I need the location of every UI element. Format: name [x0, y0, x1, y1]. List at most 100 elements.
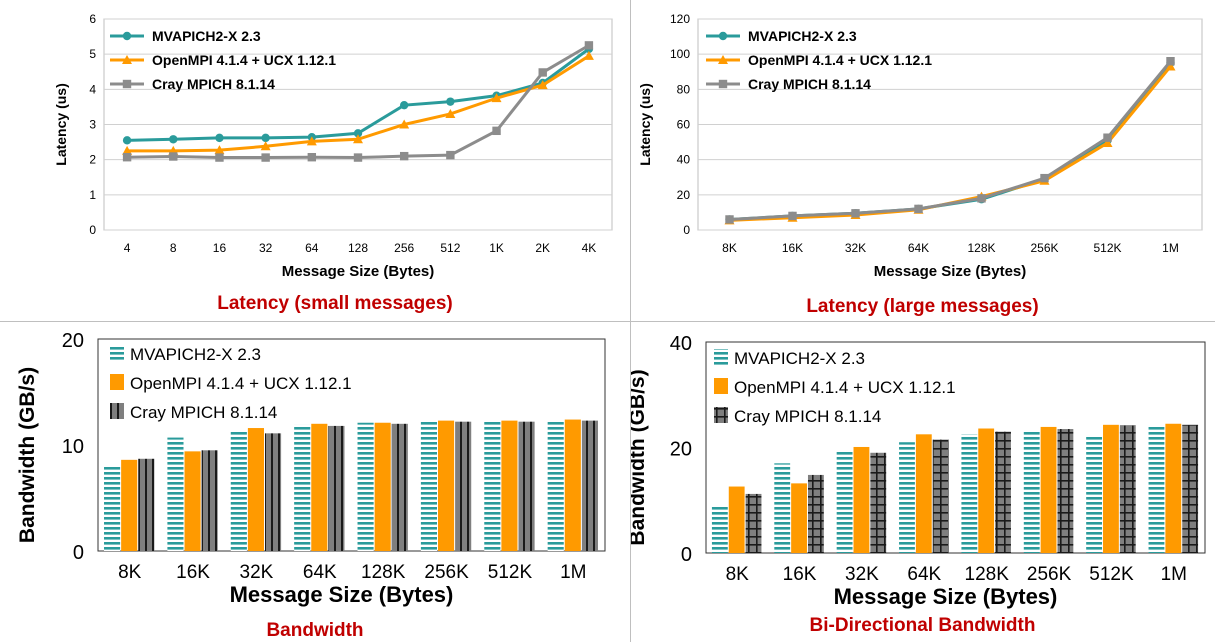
- x-tick-label: 64K: [907, 564, 941, 585]
- bar: [1103, 424, 1119, 553]
- legend-label: OpenMPI 4.1.4 + UCX 1.12.1: [130, 374, 352, 393]
- y-tick-label: 2: [89, 153, 96, 167]
- x-tick-label: 1M: [560, 562, 586, 583]
- plot-area: [705, 341, 1206, 554]
- series: [122, 41, 594, 162]
- caption-bandwidth: Bandwidth: [266, 620, 364, 641]
- bar: [1086, 435, 1103, 553]
- bar: [853, 446, 870, 553]
- x-tick-label: 1M: [1161, 564, 1187, 585]
- y-tick-label: 40: [670, 333, 692, 355]
- bar: [184, 451, 201, 551]
- series: [138, 420, 598, 551]
- x-tick-label: 256K: [1030, 241, 1058, 255]
- y-axis-label: Latency (us): [637, 83, 653, 165]
- bar: [1057, 429, 1074, 553]
- data-point: [399, 100, 409, 110]
- x-tick-label: 512K: [488, 562, 533, 583]
- caption-bidirectional-bandwidth: Bi-Directional Bandwidth: [809, 615, 1036, 636]
- y-tick-label: 120: [670, 12, 690, 26]
- legend-marker: [718, 55, 728, 64]
- data-point: [353, 129, 363, 138]
- bar: [711, 506, 728, 553]
- data-point: [851, 209, 860, 218]
- bar: [1182, 424, 1199, 553]
- x-tick-label: 4K: [582, 241, 597, 255]
- data-point: [583, 50, 594, 60]
- bar: [915, 434, 932, 553]
- legend-entry: MVAPICH2-X 2.3: [706, 28, 857, 44]
- data-point: [215, 153, 224, 162]
- x-tick-label: 512: [440, 241, 460, 255]
- legend-entry: MVAPICH2-X 2.3: [110, 345, 261, 364]
- legend-entry: OpenMPI 4.1.4 + UCX 1.12.1: [110, 52, 336, 68]
- data-point: [260, 141, 271, 151]
- legend-label: Cray MPICH 8.1.14: [748, 76, 871, 92]
- y-tick-label: 100: [670, 47, 690, 61]
- y-tick-label: 20: [670, 439, 692, 461]
- legend-entry: Cray MPICH 8.1.14: [706, 76, 871, 92]
- x-tick-label: 512K: [1089, 564, 1134, 585]
- legend-label: Cray MPICH 8.1.14: [130, 403, 277, 422]
- series: [711, 426, 1165, 553]
- legend-label: OpenMPI 4.1.4 + UCX 1.12.1: [748, 52, 932, 68]
- legend-marker: [122, 79, 132, 89]
- data-point: [914, 204, 923, 214]
- x-axis-label: Message Size (Bytes): [230, 582, 454, 607]
- legend-label: MVAPICH2-X 2.3: [130, 345, 261, 364]
- bar: [1148, 426, 1165, 553]
- bar: [791, 483, 807, 553]
- data-point: [261, 133, 270, 143]
- x-tick-label: 32K: [845, 241, 866, 255]
- bar: [518, 421, 535, 551]
- data-point: [1040, 173, 1049, 183]
- bar: [1040, 426, 1057, 553]
- bar: [438, 420, 455, 551]
- legend-marker: [122, 31, 132, 41]
- x-tick-label: 128: [348, 241, 368, 255]
- x-axis-label: Message Size (Bytes): [874, 263, 1027, 280]
- data-point: [122, 153, 132, 162]
- bar: [774, 463, 791, 553]
- bar: [978, 428, 995, 553]
- y-tick-label: 1: [89, 188, 96, 202]
- x-tick-label: 16K: [176, 562, 210, 583]
- bar: [357, 422, 374, 551]
- bar: [581, 420, 598, 551]
- bar: [899, 442, 915, 553]
- bar: [138, 458, 155, 551]
- bar: [995, 431, 1011, 553]
- data-point: [122, 145, 133, 155]
- legend-swatch: [110, 374, 124, 390]
- x-tick-label: 16K: [783, 564, 817, 585]
- y-tick-label: 10: [62, 436, 84, 458]
- x-tick-label: 16: [213, 241, 227, 255]
- data-point: [1166, 57, 1175, 66]
- legend-label: Cray MPICH 8.1.14: [734, 407, 881, 426]
- bar: [294, 424, 311, 551]
- bar: [420, 421, 438, 551]
- data-point: [445, 108, 456, 118]
- x-tick-label: 8K: [722, 241, 737, 255]
- legend-marker: [718, 79, 728, 89]
- series: [728, 423, 1182, 553]
- x-tick-label: 8: [170, 241, 177, 255]
- y-tick-label: 80: [677, 82, 691, 96]
- y-tick-label: 20: [677, 188, 691, 202]
- y-tick-label: 0: [681, 544, 692, 566]
- data-point: [353, 134, 363, 144]
- bar: [501, 420, 518, 551]
- data-point: [399, 119, 410, 129]
- data-point: [446, 97, 455, 106]
- y-tick-label: 6: [89, 12, 96, 26]
- data-point: [214, 145, 225, 155]
- x-tick-label: 2K: [535, 241, 550, 255]
- y-axis-label: Bandwidth (GB/s): [16, 367, 39, 543]
- data-point: [584, 41, 594, 50]
- data-point: [492, 126, 501, 136]
- bar: [728, 486, 745, 553]
- x-tick-label: 128K: [361, 562, 406, 583]
- legend-entry: MVAPICH2-X 2.3: [110, 28, 261, 44]
- x-tick-label: 64: [305, 241, 319, 255]
